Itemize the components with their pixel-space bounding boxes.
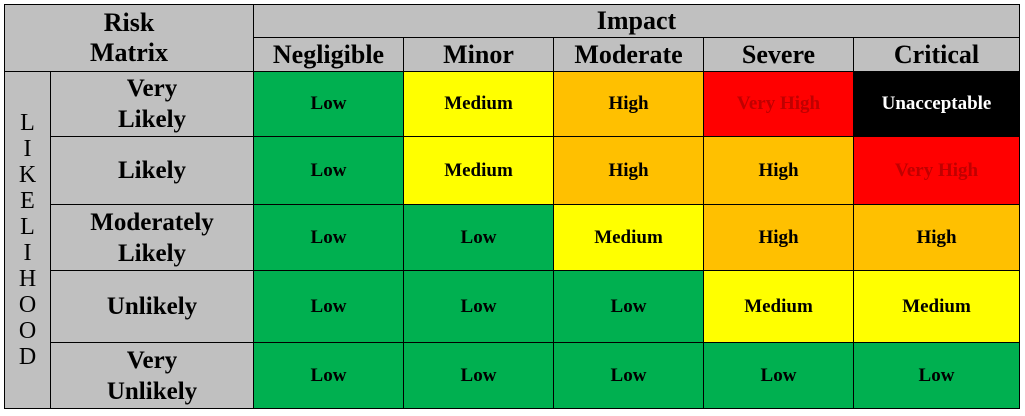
risk-cell: High bbox=[703, 204, 854, 271]
risk-cell: Medium bbox=[853, 270, 1020, 343]
risk-cell: Medium bbox=[403, 71, 554, 137]
impact-level-negligible: Negligible bbox=[253, 37, 404, 72]
risk-cell: High bbox=[553, 136, 704, 205]
impact-level-critical: Critical bbox=[853, 37, 1020, 72]
matrix-title-line: Risk bbox=[103, 8, 155, 37]
impact-level-severe: Severe bbox=[703, 37, 854, 72]
likelihood-letter: O bbox=[18, 292, 37, 318]
row-label-line: Likely bbox=[117, 157, 187, 184]
risk-cell: High bbox=[853, 204, 1020, 271]
risk-cell: Medium bbox=[403, 136, 554, 205]
row-label-line: Very bbox=[126, 346, 178, 374]
row-label-line: Very bbox=[126, 75, 178, 102]
impact-level-minor: Minor bbox=[403, 37, 554, 72]
row-label-line: Unlikely bbox=[106, 293, 198, 320]
risk-cell: High bbox=[553, 71, 704, 137]
likelihood-letter: H bbox=[18, 266, 37, 292]
risk-cell: Low bbox=[403, 270, 554, 343]
matrix-title-line: Matrix bbox=[90, 38, 168, 67]
risk-matrix-table: Risk Matrix Impact Negligible Minor Mode… bbox=[4, 4, 1020, 409]
likelihood-letter: L bbox=[20, 110, 35, 136]
row-label-line: Likely bbox=[117, 239, 187, 267]
risk-cell: Low bbox=[703, 342, 854, 409]
row-label-very-unlikely: Very Unlikely bbox=[50, 342, 254, 409]
likelihood-letter: D bbox=[18, 344, 37, 370]
risk-cell: Low bbox=[253, 71, 404, 137]
likelihood-letter: K bbox=[18, 162, 37, 188]
impact-header: Impact bbox=[253, 4, 1020, 38]
likelihood-letter: O bbox=[18, 318, 37, 344]
row-label-line: Likely bbox=[117, 106, 187, 133]
likelihood-letter: I bbox=[23, 240, 32, 266]
risk-cell: Medium bbox=[553, 204, 704, 271]
row-label-line: Unlikely bbox=[106, 377, 198, 405]
row-label-likely: Likely bbox=[50, 136, 254, 205]
risk-cell: Low bbox=[403, 204, 554, 271]
risk-cell: Low bbox=[253, 204, 404, 271]
risk-cell: Very High bbox=[703, 71, 854, 137]
risk-cell: Low bbox=[253, 342, 404, 409]
risk-cell: Low bbox=[853, 342, 1020, 409]
likelihood-letter: E bbox=[20, 188, 35, 214]
risk-cell: Low bbox=[553, 270, 704, 343]
likelihood-letter: L bbox=[20, 214, 35, 240]
row-label-very-likely: Very Likely bbox=[50, 71, 254, 137]
likelihood-axis-label: L I K E L I H O O D bbox=[4, 71, 51, 409]
impact-level-moderate: Moderate bbox=[553, 37, 704, 72]
likelihood-letter: I bbox=[23, 136, 32, 162]
risk-cell: Very High bbox=[853, 136, 1020, 205]
risk-cell: High bbox=[703, 136, 854, 205]
row-label-line: Moderately bbox=[90, 208, 214, 236]
risk-cell: Low bbox=[553, 342, 704, 409]
risk-cell: Medium bbox=[703, 270, 854, 343]
risk-cell: Low bbox=[253, 136, 404, 205]
risk-cell: Low bbox=[253, 270, 404, 343]
row-label-unlikely: Unlikely bbox=[50, 270, 254, 343]
risk-cell: Low bbox=[403, 342, 554, 409]
row-label-moderately-likely: Moderately Likely bbox=[50, 204, 254, 271]
risk-cell: Unacceptable bbox=[853, 71, 1020, 137]
matrix-title: Risk Matrix bbox=[4, 4, 254, 72]
